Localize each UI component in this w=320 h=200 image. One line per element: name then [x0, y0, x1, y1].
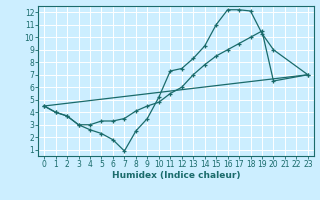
X-axis label: Humidex (Indice chaleur): Humidex (Indice chaleur) [112, 171, 240, 180]
